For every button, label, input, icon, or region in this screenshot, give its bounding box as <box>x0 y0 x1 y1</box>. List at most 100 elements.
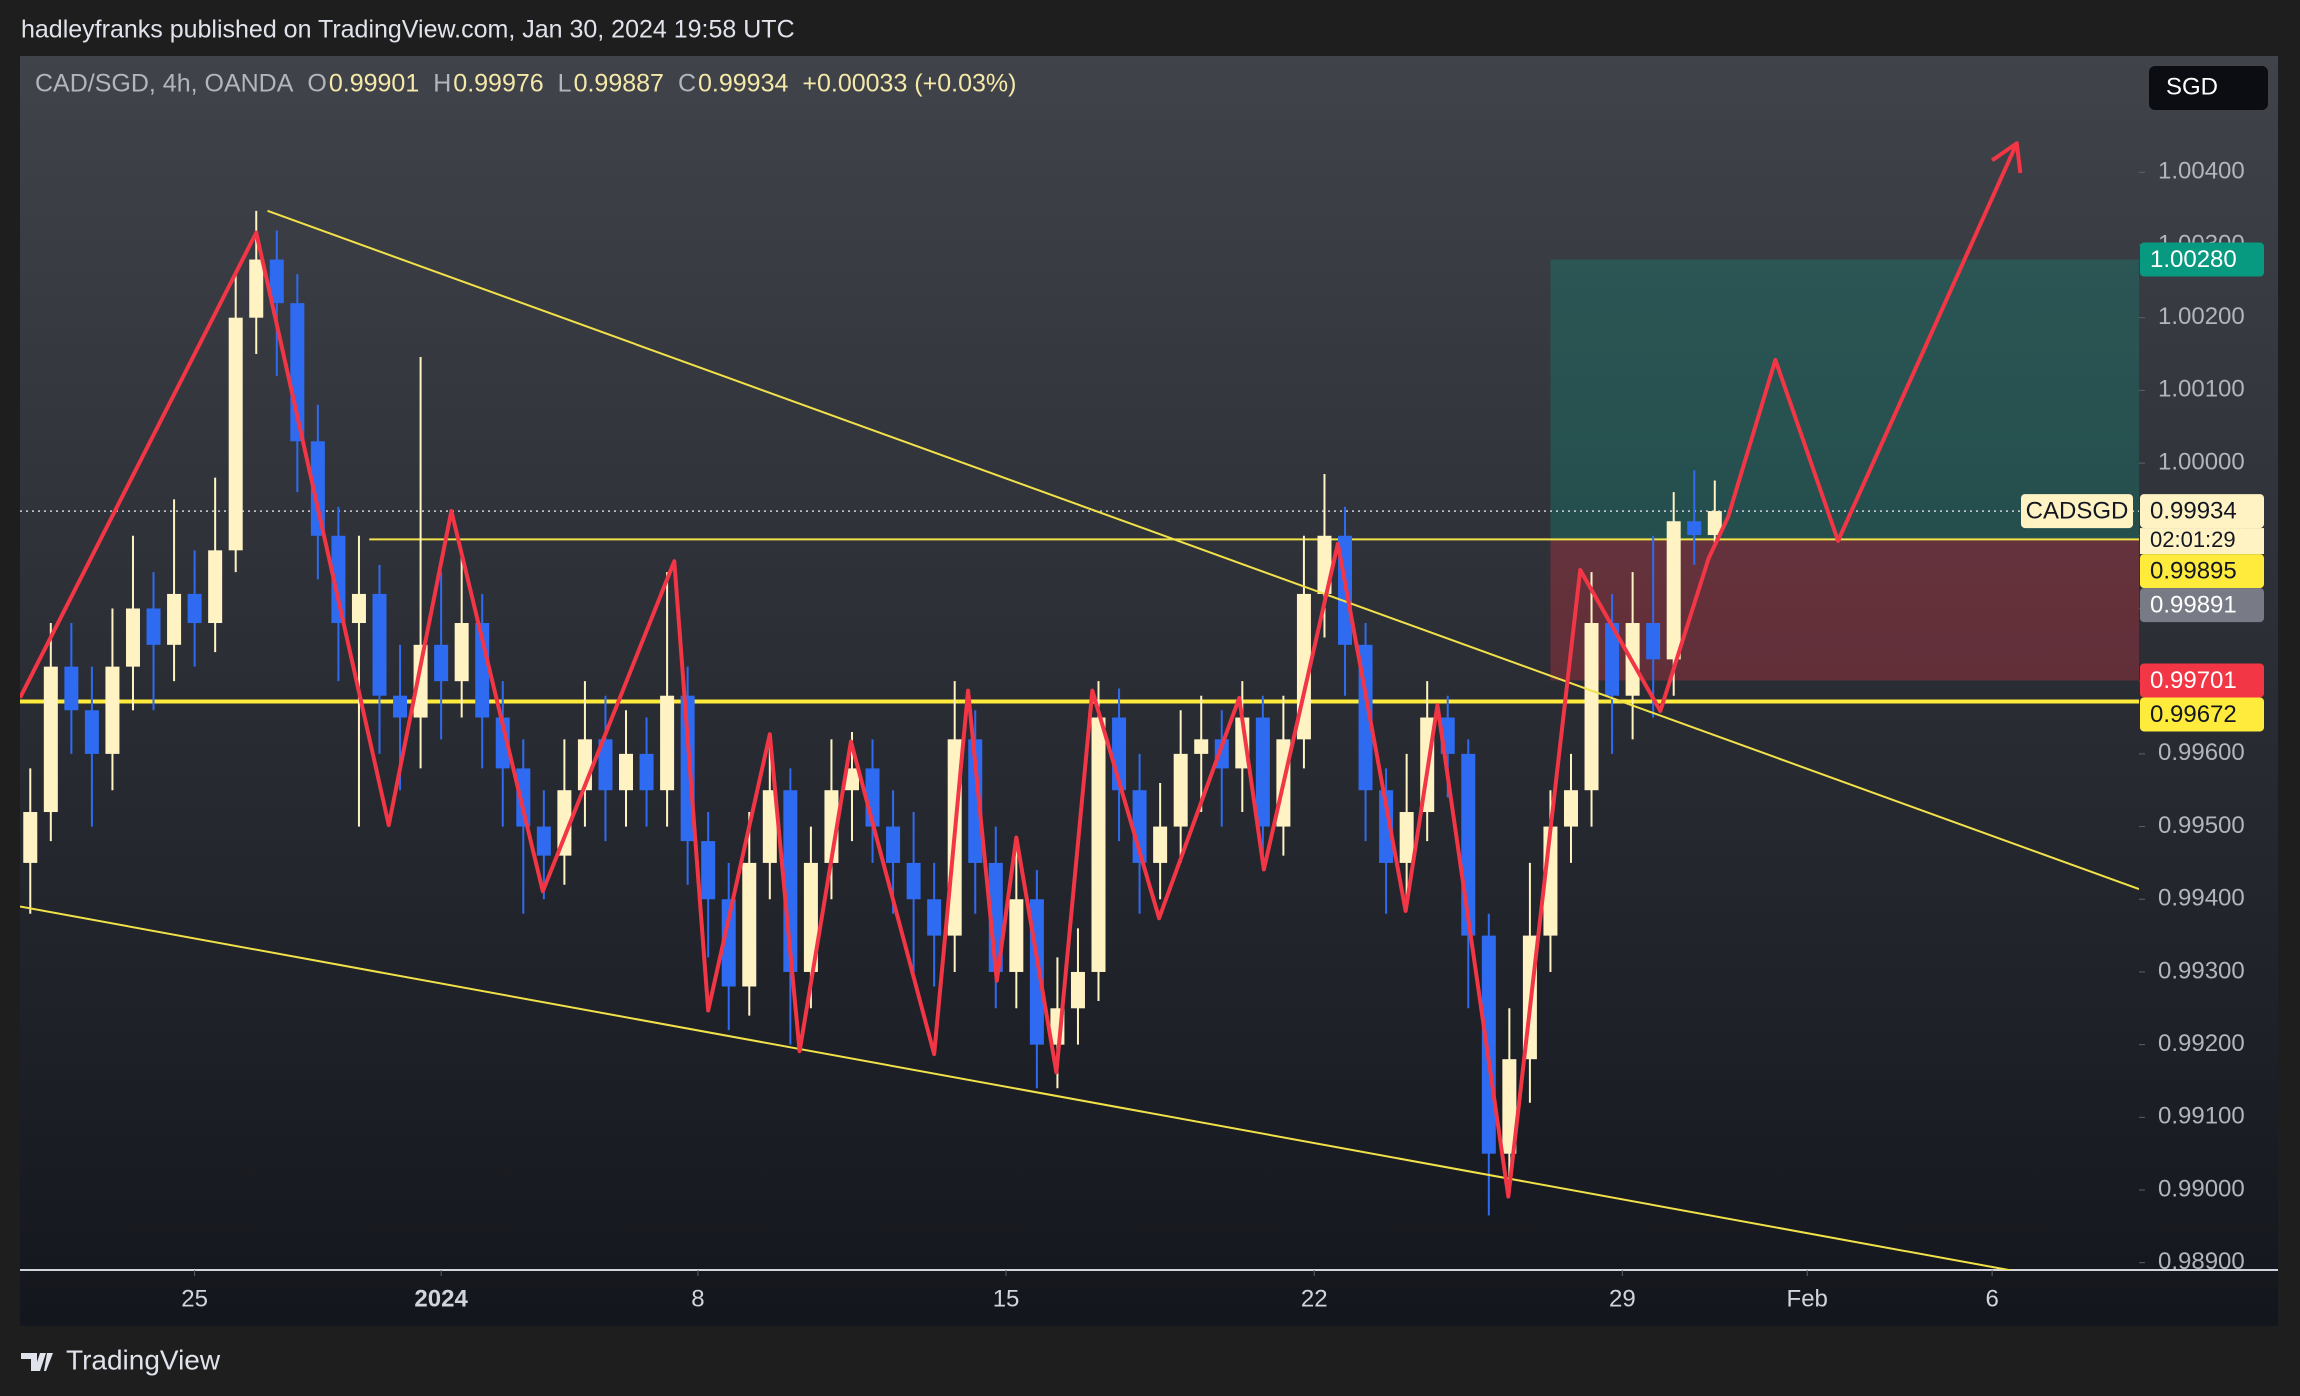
legend-text: H <box>433 70 451 98</box>
candle-body <box>1707 511 1722 536</box>
y-tick-label: 0.99100 <box>2158 1103 2245 1130</box>
y-tick-label: 0.99200 <box>2158 1030 2245 1057</box>
countdown-label: 02:01:29 <box>2150 527 2236 552</box>
candle-body <box>310 441 325 536</box>
candle-body <box>1173 753 1188 827</box>
footer-logo <box>21 1353 53 1371</box>
overlay: CAD/SGD, 4h, OANDA O 0.99901 H 0.99976 L 0.998… <box>35 70 2264 1312</box>
price-badge-label: 0.99701 <box>2150 667 2237 694</box>
candle-body <box>187 593 202 624</box>
candle-body <box>167 593 182 645</box>
x-tick-label: 2024 <box>414 1285 468 1312</box>
candle-body <box>1481 935 1496 1154</box>
x-tick-label: 15 <box>993 1285 1020 1312</box>
credit: hadleyfranks published on TradingView.co… <box>21 16 795 44</box>
candle-body <box>1091 717 1106 972</box>
price-badge-label: 1.00280 <box>2150 246 2237 273</box>
candle-body <box>146 608 161 645</box>
candle-body <box>1399 812 1414 863</box>
price-badge <box>2140 588 2264 623</box>
y-tick-label: 0.99500 <box>2158 812 2245 839</box>
candle-body <box>1502 1059 1517 1154</box>
candle-body <box>84 710 99 754</box>
price-badge-label: 0.99934 <box>2150 497 2237 524</box>
price-badge-label: 0.99672 <box>2150 701 2237 728</box>
price-badge <box>2140 494 2264 529</box>
candle-body <box>660 695 675 791</box>
candle-body <box>454 623 469 682</box>
price-badge-label: 0.99891 <box>2150 591 2237 618</box>
candle-body <box>1563 790 1578 827</box>
candle-body <box>249 259 264 318</box>
candle-body <box>721 899 736 987</box>
candle-body <box>208 550 223 624</box>
legend-text: CAD/SGD, 4h, OANDA <box>35 70 294 98</box>
legend-text: 0.99887 <box>574 70 664 98</box>
candle-body <box>1605 623 1620 696</box>
y-tick-label: 1.00400 <box>2158 158 2245 185</box>
candle-body <box>1255 717 1270 827</box>
candle-body <box>598 739 613 791</box>
candle-body <box>701 841 716 900</box>
y-tick-label: 1.00100 <box>2158 376 2245 403</box>
candle-body <box>413 644 428 718</box>
y-tick-label: 0.99600 <box>2158 739 2245 766</box>
legend-text: C <box>678 70 696 98</box>
candle-body <box>619 753 634 791</box>
trendline <box>20 905 2015 1270</box>
candle-body <box>886 826 901 863</box>
footer-brand: TradingView <box>66 1344 221 1375</box>
symbol-badge-label: CADSGD <box>2026 497 2129 524</box>
candle-body <box>43 666 58 813</box>
candle-body <box>64 666 79 711</box>
symbol-badge <box>2021 494 2133 529</box>
candle-body <box>968 739 983 863</box>
logo-icon <box>21 1353 53 1371</box>
countdown-badge <box>2140 528 2264 555</box>
candle-body <box>23 812 38 863</box>
price-badge <box>2140 554 2264 589</box>
plot-area <box>20 142 2139 1270</box>
x-tick-label: 8 <box>691 1285 704 1312</box>
candle-body <box>393 695 408 718</box>
candle-body <box>1379 790 1394 863</box>
arrow-head <box>1990 141 2023 174</box>
candle-body <box>495 717 510 769</box>
x-tick-label: 22 <box>1301 1285 1328 1312</box>
price-badge <box>2140 242 2264 277</box>
candle-body <box>1584 623 1599 791</box>
trendline <box>267 209 2139 891</box>
candle-body <box>1646 623 1661 660</box>
currency-label: SGD <box>2166 73 2218 100</box>
candle-body <box>762 790 777 863</box>
candle-body <box>516 768 531 827</box>
candle-body <box>228 317 243 551</box>
candle-body <box>351 593 366 624</box>
candle-body <box>125 608 140 667</box>
candle-body <box>844 768 859 791</box>
x-tick-label: 29 <box>1609 1285 1636 1312</box>
legend-text: +0.00033 (+0.03%) <box>802 70 1016 98</box>
y-tick-label: 1.00000 <box>2158 448 2245 475</box>
chart-panel <box>20 56 2278 1326</box>
candle-body <box>927 899 942 936</box>
candle-body <box>269 259 284 304</box>
candle-body <box>372 593 387 696</box>
currency-button[interactable] <box>2149 66 2268 110</box>
legend-text: 0.99976 <box>453 70 543 98</box>
candle-body <box>803 862 818 972</box>
candle-body <box>1666 521 1681 660</box>
profit-zone <box>1550 259 2139 540</box>
candle-body <box>331 535 346 624</box>
candle-body <box>1070 971 1085 1009</box>
candle-body <box>536 826 551 856</box>
candle-body <box>557 790 572 856</box>
candle-body <box>742 862 757 987</box>
price-badge <box>2140 663 2264 698</box>
candle-body <box>1009 899 1024 972</box>
y-tick-label: 0.98900 <box>2158 1248 2245 1275</box>
price-badge-label: 0.99895 <box>2150 557 2237 584</box>
y-tick-label: 0.99300 <box>2158 957 2245 984</box>
y-tick-label: 1.00200 <box>2158 303 2245 330</box>
